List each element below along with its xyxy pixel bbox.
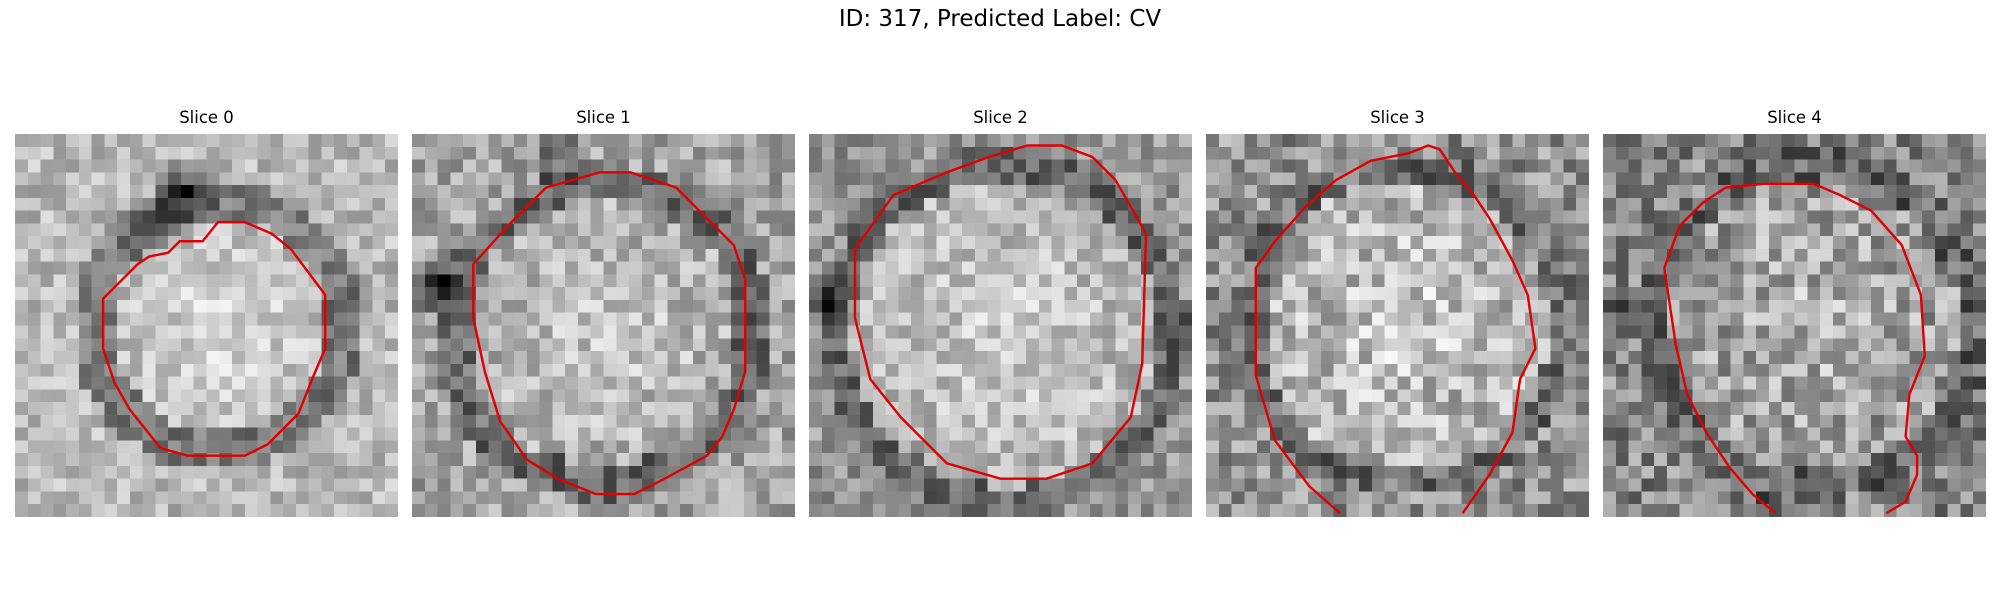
slice-pixels-1 (412, 134, 795, 517)
slice-image-4 (1603, 134, 1986, 517)
slice-title-2: Slice 2 (973, 108, 1028, 127)
segmentation-contour-4 (1663, 182, 1926, 515)
slice-image-3 (1206, 134, 1589, 517)
segmentation-contour-0 (101, 220, 327, 457)
segmentation-contour-1 (472, 171, 747, 496)
slice-title-1: Slice 1 (576, 108, 631, 127)
slice-image-2 (809, 134, 1192, 517)
slice-pixels-3 (1206, 134, 1589, 517)
slice-pixels-4 (1603, 134, 1986, 517)
slice-pixels-0 (15, 134, 398, 517)
slice-image-1 (412, 134, 795, 517)
slice-title-4: Slice 4 (1767, 108, 1822, 127)
figure-title: ID: 317, Predicted Label: CV (838, 6, 1162, 32)
slice-pixels-2 (809, 134, 1192, 517)
slice-image-0 (15, 134, 398, 517)
slice-title-0: Slice 0 (179, 108, 234, 127)
segmentation-contour-3 (1254, 144, 1537, 515)
slice-title-3: Slice 3 (1370, 108, 1425, 127)
segmentation-contour-2 (853, 144, 1148, 480)
